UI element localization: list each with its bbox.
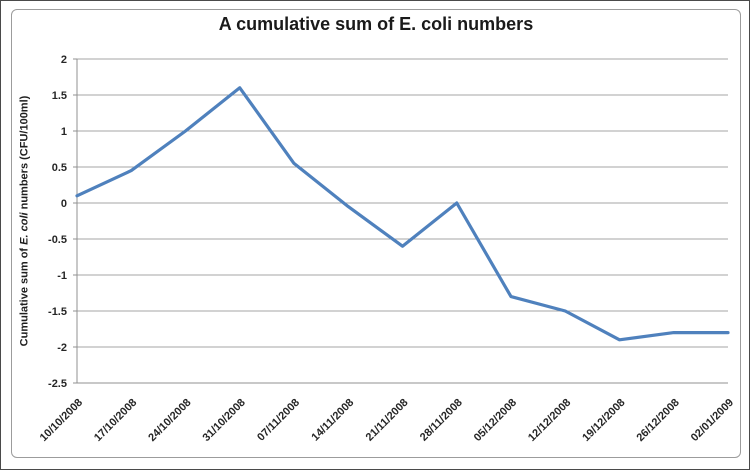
x-tick-label: 19/12/2008 xyxy=(580,397,627,444)
x-tick-label: 17/10/2008 xyxy=(92,397,139,444)
y-tick-label: 0 xyxy=(61,198,67,210)
x-tick-label: 14/11/2008 xyxy=(309,397,356,444)
x-tick-label: 07/11/2008 xyxy=(255,397,302,444)
x-tick-label: 28/11/2008 xyxy=(418,397,465,444)
y-tick-label: 1 xyxy=(61,126,67,138)
x-tick-label: 31/10/2008 xyxy=(200,397,247,444)
chart-title: A cumulative sum of E. coli numbers xyxy=(218,14,534,34)
x-tick-label: 05/12/2008 xyxy=(472,397,519,444)
y-tick-label: -2 xyxy=(57,342,67,354)
x-tick-label: 12/12/2008 xyxy=(526,397,573,444)
x-tick-label: 10/10/2008 xyxy=(38,397,85,444)
y-tick-label: -1 xyxy=(57,270,67,282)
y-tick-label: 1.5 xyxy=(52,90,67,102)
x-tick-label: 26/12/2008 xyxy=(634,397,681,444)
x-tick-label: 02/01/2009 xyxy=(689,397,736,444)
x-tick-label: 21/11/2008 xyxy=(364,397,411,444)
y-tick-label: -1.5 xyxy=(48,306,67,318)
y-tick-label: 0.5 xyxy=(52,162,67,174)
series-line xyxy=(75,86,730,342)
y-tick-label: -2.5 xyxy=(48,378,67,390)
y-tick-label: 2 xyxy=(61,54,67,66)
y-tick-label: -0.5 xyxy=(48,234,67,246)
x-tick-label: 24/10/2008 xyxy=(146,397,193,444)
